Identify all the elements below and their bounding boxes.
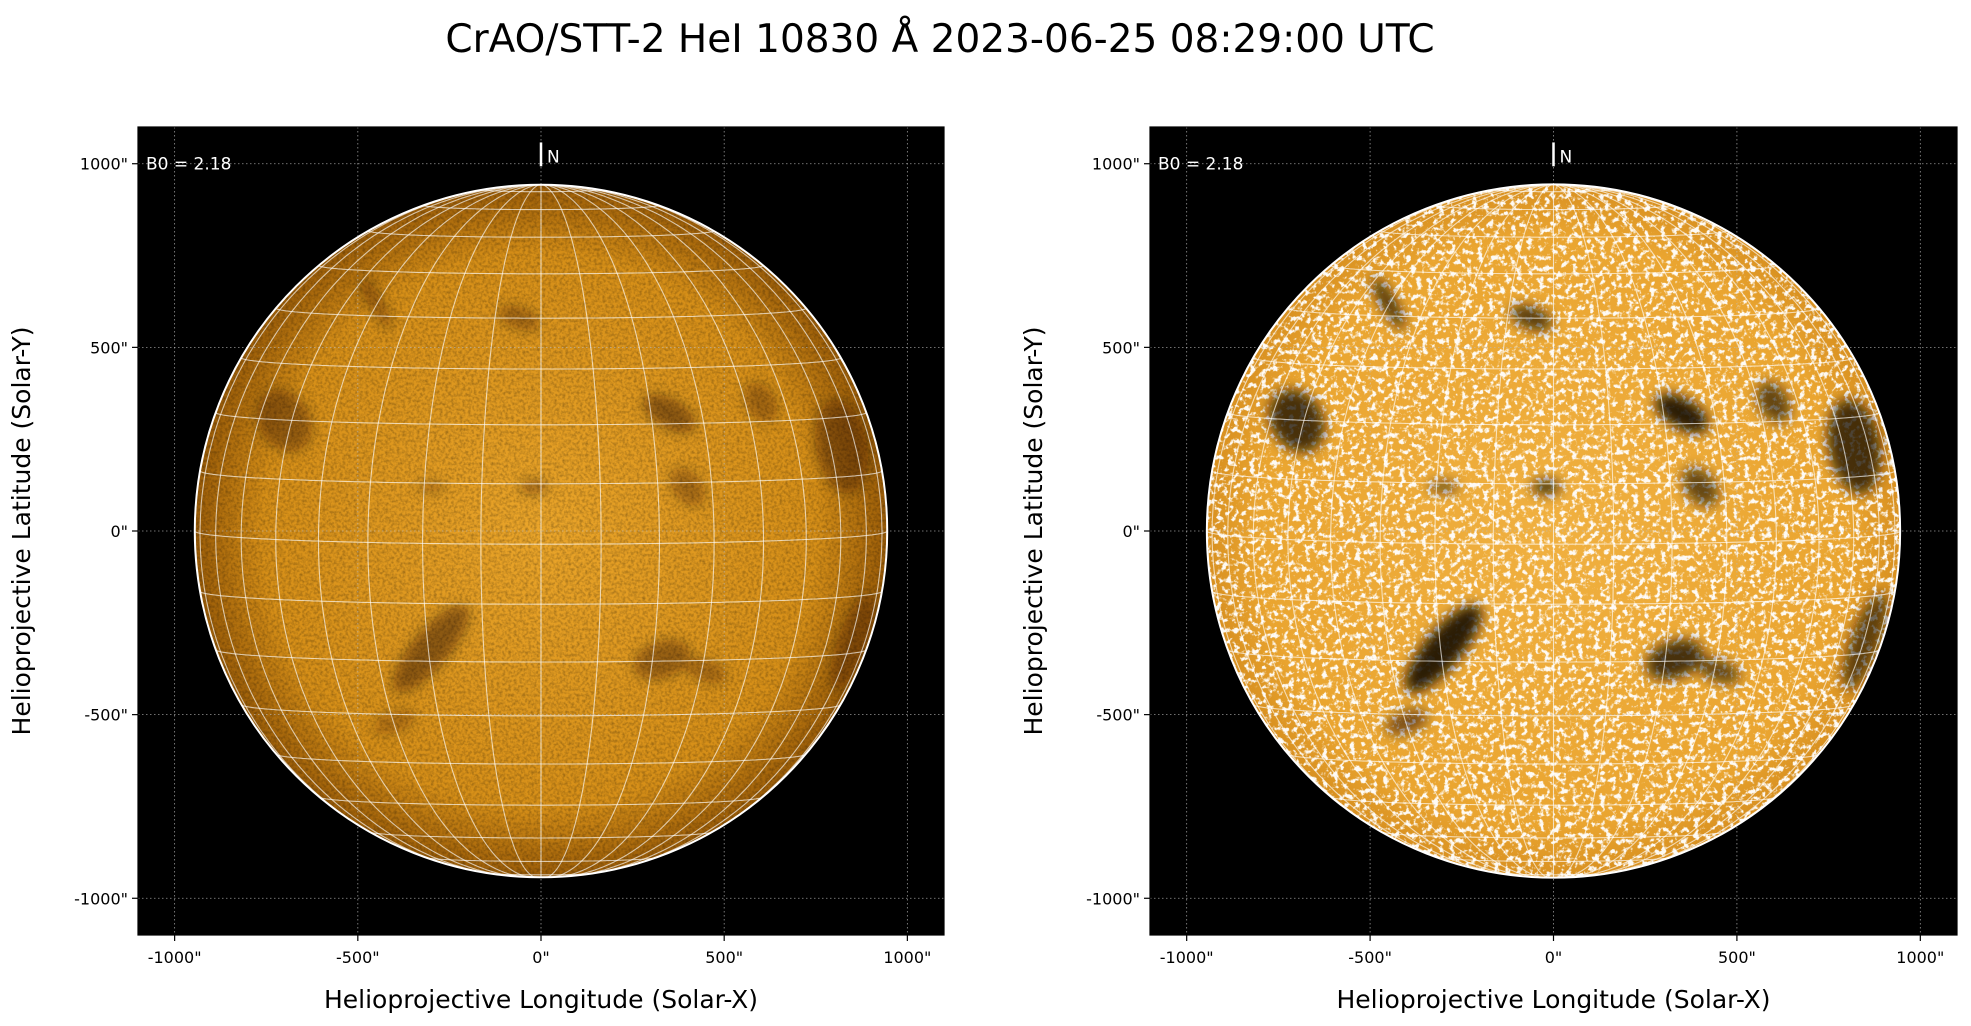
longitude-line bbox=[1492, 184, 1554, 878]
dark-filament bbox=[830, 592, 875, 690]
dark-filament bbox=[1682, 467, 1719, 507]
longitude-line bbox=[1553, 184, 1615, 878]
north-label: N bbox=[1560, 148, 1573, 168]
longitude-line bbox=[275, 184, 542, 878]
longitude-line bbox=[215, 184, 542, 877]
longitude-line bbox=[1252, 184, 1554, 878]
y-tick-label: -1000" bbox=[74, 889, 128, 908]
longitude-line bbox=[540, 184, 660, 878]
y-tick-label: 500" bbox=[90, 338, 128, 357]
longitude-line bbox=[540, 184, 867, 877]
longitude-line bbox=[480, 184, 542, 878]
b0-annotation: B0 = 2.18 bbox=[1158, 155, 1243, 175]
dark-filament bbox=[1842, 592, 1888, 690]
dark-filament bbox=[519, 479, 549, 495]
x-tick-label: 500" bbox=[1718, 948, 1756, 967]
longitude-line bbox=[1553, 184, 1728, 878]
y-tick-label: 500" bbox=[1102, 338, 1140, 357]
longitude-line bbox=[240, 184, 542, 878]
dark-filament bbox=[373, 709, 416, 735]
x-axis-label: Helioprojective Longitude (Solar-X) bbox=[1336, 985, 1770, 1014]
x-tick-label: -1000" bbox=[148, 948, 202, 967]
x-tick-label: -500" bbox=[336, 948, 380, 967]
longitude-line bbox=[1434, 184, 1554, 878]
dark-filament bbox=[1269, 389, 1325, 453]
heliographic-grid bbox=[194, 184, 888, 878]
dark-filament bbox=[814, 399, 868, 494]
dark-filament bbox=[393, 604, 470, 693]
dark-filament bbox=[1756, 382, 1791, 423]
y-tick-label: -1000" bbox=[1086, 889, 1140, 908]
dark-filament bbox=[669, 467, 706, 507]
longitude-line bbox=[1553, 184, 1820, 878]
filament-group bbox=[1269, 277, 1888, 735]
dark-filament bbox=[1405, 604, 1482, 693]
solar-limb bbox=[1205, 183, 1902, 879]
longitude-line bbox=[1553, 184, 1777, 878]
dark-filament bbox=[1646, 639, 1703, 680]
y-tick-label: -500" bbox=[84, 706, 128, 725]
dark-filament bbox=[1827, 399, 1881, 494]
longitude-line bbox=[1287, 184, 1554, 878]
longitude-line bbox=[540, 184, 602, 878]
y-tick-label: 1000" bbox=[1092, 155, 1140, 174]
dark-filament bbox=[633, 639, 691, 680]
y-axis-label: Helioprojective Latitude (Solar-Y) bbox=[1019, 327, 1048, 736]
x-tick-label: 1000" bbox=[883, 948, 931, 967]
longitude-line bbox=[1553, 184, 1880, 877]
longitude-line bbox=[1553, 184, 1855, 878]
left-panel: N B0 = 2.18 -1000" -500" 0" 500" 1000" -1000" -5… bbox=[7, 126, 945, 1014]
x-tick-label: 0" bbox=[1545, 948, 1563, 967]
longitude-line bbox=[540, 184, 842, 878]
heliographic-grid bbox=[1206, 184, 1901, 878]
solar-limb bbox=[193, 183, 889, 879]
x-tick-label: 500" bbox=[705, 948, 743, 967]
dark-filament bbox=[1697, 657, 1740, 684]
north-label: N bbox=[547, 148, 560, 168]
dark-filament bbox=[1385, 709, 1428, 735]
longitude-line bbox=[540, 184, 807, 878]
dark-filament bbox=[1531, 479, 1561, 495]
dark-filament bbox=[684, 657, 727, 684]
longitude-line bbox=[1330, 184, 1554, 878]
figure-title: CrAO/STT-2 HeI 10830 Å 2023-06-25 08:29:… bbox=[445, 15, 1434, 62]
b0-annotation: B0 = 2.18 bbox=[146, 155, 231, 175]
x-tick-label: 1000" bbox=[1896, 948, 1944, 967]
x-axis-label: Helioprojective Longitude (Solar-X) bbox=[324, 985, 758, 1014]
right-panel: N B0 = 2.18 -1000" -500" 0" 500" 1000" -1000" -5… bbox=[1019, 126, 1958, 1014]
x-tick-label: 0" bbox=[532, 948, 550, 967]
y-tick-label: 0" bbox=[110, 522, 128, 541]
longitude-line bbox=[1227, 184, 1554, 877]
y-tick-label: -500" bbox=[1096, 706, 1140, 725]
longitude-line bbox=[540, 184, 715, 878]
y-tick-label: 0" bbox=[1122, 522, 1140, 541]
longitude-line bbox=[317, 184, 542, 878]
x-tick-label: -1000" bbox=[1160, 948, 1214, 967]
dark-filament bbox=[256, 389, 313, 453]
longitude-line bbox=[367, 184, 542, 878]
y-axis-label: Helioprojective Latitude (Solar-Y) bbox=[7, 327, 36, 736]
dark-filament bbox=[744, 382, 778, 423]
longitude-line bbox=[1379, 184, 1554, 878]
y-tick-label: 1000" bbox=[80, 155, 128, 174]
longitude-line bbox=[422, 184, 542, 878]
longitude-line bbox=[1553, 184, 1673, 878]
x-tick-label: -500" bbox=[1348, 948, 1392, 967]
longitude-line bbox=[540, 184, 765, 878]
